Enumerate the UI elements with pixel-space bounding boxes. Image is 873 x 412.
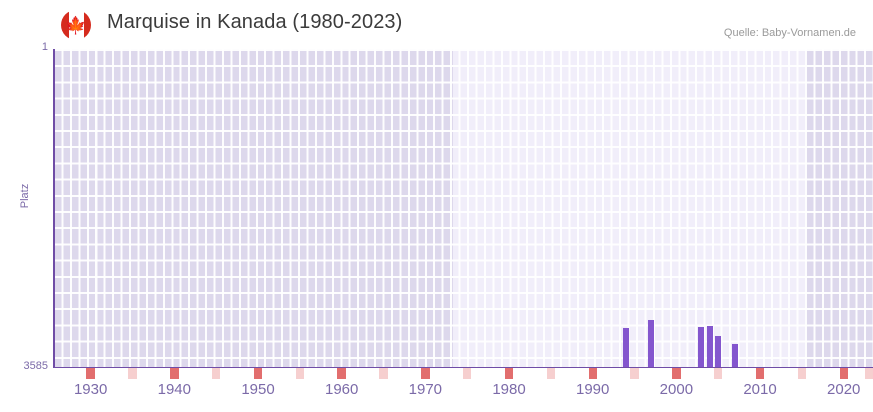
x-tick-mark-2000 (672, 368, 681, 379)
x-tick-label-1940: 1940 (157, 381, 191, 398)
y-axis-tick-top: 1 (41, 41, 48, 53)
bar-2005 (715, 336, 722, 367)
x-tick-mark-1990 (588, 368, 597, 379)
x-minor-tick-mark-1955 (295, 368, 304, 379)
x-tick-mark-2010 (755, 368, 765, 379)
x-tick-label-1950: 1950 (241, 381, 275, 398)
grid-lines (53, 49, 873, 367)
bar-2007 (731, 344, 738, 367)
x-minor-tick-mark-1975 (463, 368, 472, 379)
bar-series (53, 49, 873, 367)
x-minor-tick-mark-2005 (714, 368, 723, 379)
page-title: Marquise in Kanada (1980-2023) (107, 11, 403, 33)
flag-band-left (61, 10, 69, 40)
x-tick-label-2020: 2020 (827, 381, 861, 398)
y-axis-title: Platz (19, 183, 31, 209)
maple-leaf-icon: 🍁 (65, 15, 87, 35)
x-minor-tick-mark-1985 (546, 368, 556, 379)
x-tick-mark-1970 (421, 368, 430, 379)
x-tick-mark-1930 (86, 368, 95, 379)
x-minor-tick-mark-2015 (797, 368, 807, 379)
x-tick-mark-2020 (839, 368, 848, 379)
x-tick-label-2000: 2000 (659, 381, 694, 398)
x-tick-label-1990: 1990 (576, 381, 610, 398)
canada-flag-icon: 🍁 (61, 10, 91, 40)
chart-header: 🍁 Marquise in Kanada (1980-2023) Quelle:… (0, 0, 873, 48)
flag-band-right (83, 10, 91, 40)
x-tick-label-1960: 1960 (324, 381, 359, 398)
bar-2004 (706, 325, 713, 367)
x-tick-mark-1940 (170, 368, 179, 379)
x-minor-tick-mark-1995 (630, 368, 639, 379)
source-attribution: Quelle: Baby-Vornamen.de (723, 27, 856, 39)
x-minor-tick-mark-2023 (864, 368, 873, 379)
plot-area (53, 49, 873, 367)
x-tick-mark-1960 (337, 368, 346, 379)
bar-1994 (623, 328, 630, 367)
x-tick-label-2010: 2010 (743, 381, 777, 398)
x-minor-tick-mark-1945 (211, 368, 221, 379)
x-tick-mark-1980 (504, 368, 514, 379)
y-axis-line (53, 49, 55, 368)
x-axis-line (53, 366, 873, 368)
bar-1997 (648, 319, 655, 367)
x-minor-tick-mark-1935 (128, 368, 137, 379)
x-tick-mark-1950 (253, 368, 263, 379)
y-axis-tick-bottom: 3585 (23, 360, 48, 372)
bar-2003 (698, 327, 705, 367)
x-tick-label-1980: 1980 (492, 381, 526, 398)
x-tick-label-1930: 1930 (73, 381, 108, 398)
x-minor-tick-mark-1965 (379, 368, 388, 379)
x-tick-label-1970: 1970 (408, 381, 443, 398)
